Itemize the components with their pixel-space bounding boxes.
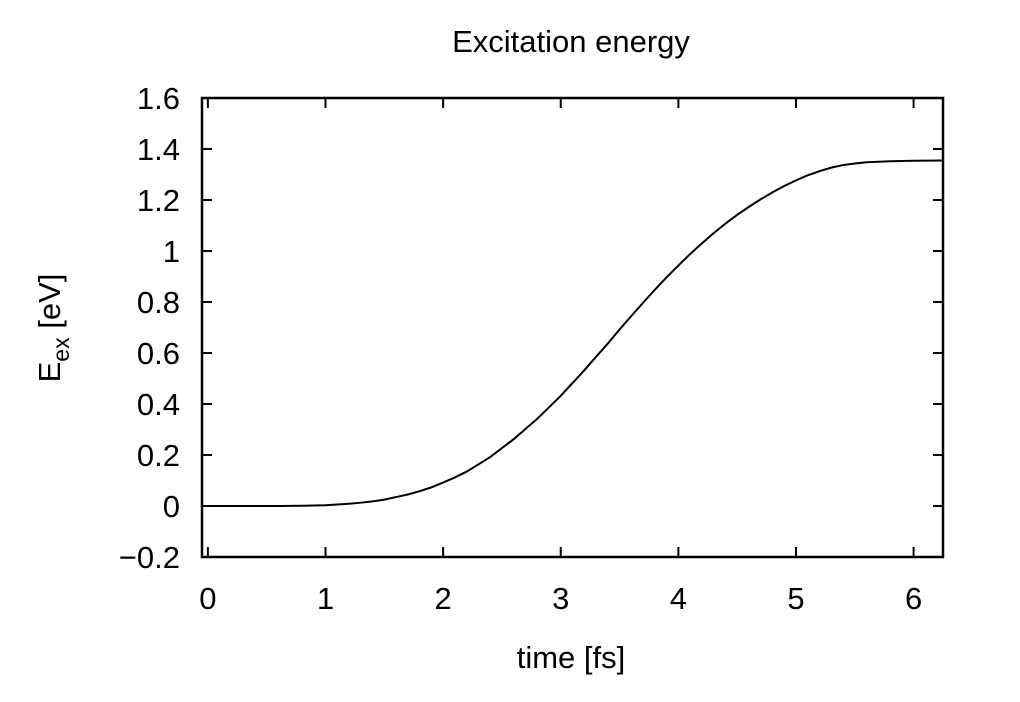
y-axis-title-sub: ex bbox=[48, 337, 74, 362]
y-tick-label: 0 bbox=[163, 489, 180, 524]
series-line bbox=[207, 159, 944, 507]
x-tick-label: 6 bbox=[905, 581, 922, 616]
x-axis-ticks: 0 1 2 3 4 5 6 bbox=[199, 98, 922, 616]
y-axis-ticks: −0.2 0 0.2 0.4 0.6 0.8 1 1.2 1.4 1.6 bbox=[119, 81, 943, 575]
plot-frame bbox=[200, 96, 945, 559]
x-tick-label: 1 bbox=[317, 581, 334, 616]
y-axis-title-main: E bbox=[32, 362, 67, 383]
plot-area bbox=[207, 159, 944, 507]
y-tick-label: −0.2 bbox=[119, 540, 180, 575]
x-axis-title: time [fs] bbox=[517, 640, 626, 675]
x-tick-label: 3 bbox=[552, 581, 569, 616]
y-tick-label: 1 bbox=[163, 234, 180, 269]
y-tick-label: 1.6 bbox=[137, 81, 180, 116]
y-axis-title: Eex [eV] bbox=[32, 274, 74, 383]
y-tick-label: 0.4 bbox=[137, 387, 180, 422]
x-tick-label: 4 bbox=[670, 581, 687, 616]
y-tick-label: 1.2 bbox=[137, 183, 180, 218]
chart-title: Excitation energy bbox=[452, 24, 690, 59]
x-tick-label: 2 bbox=[434, 581, 451, 616]
y-tick-label: 0.8 bbox=[137, 285, 180, 320]
y-tick-label: 1.4 bbox=[137, 132, 180, 167]
y-tick-label: 0.6 bbox=[137, 336, 180, 371]
x-tick-label: 0 bbox=[199, 581, 216, 616]
y-axis-title-unit: [eV] bbox=[32, 274, 67, 338]
y-tick-label: 0.2 bbox=[137, 438, 180, 473]
x-tick-label: 5 bbox=[787, 581, 804, 616]
